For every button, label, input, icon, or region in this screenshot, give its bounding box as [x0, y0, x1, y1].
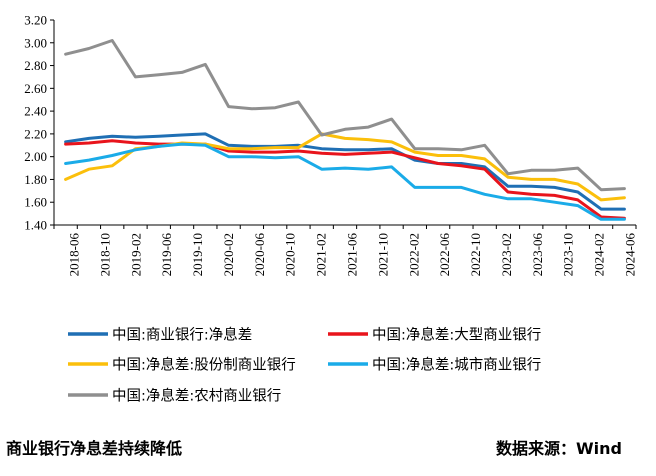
y-tick-label: 3.20: [24, 13, 47, 28]
y-tick-label: 2.80: [24, 58, 47, 73]
x-tick-label: 2020-06: [252, 233, 267, 277]
series-line-2: [64, 139, 626, 220]
x-tick-label: 2018-06: [67, 233, 82, 277]
x-tick-label: 2022-10: [468, 233, 483, 276]
y-axis: 1.40 1.60 1.80 2.00 2.20 2.40 2.60 2.80 3.00 3.20: [24, 13, 55, 233]
y-tick-label: 3.00: [24, 35, 47, 50]
legend-label: 中国:商业银行:净息差: [112, 327, 252, 344]
series-layer: [64, 39, 626, 221]
x-tick-label: 2023-10: [561, 233, 576, 276]
y-tick-label: 2.60: [24, 81, 47, 96]
x-tick-label: 2023-06: [530, 233, 545, 277]
y-tick-label: 2.20: [24, 126, 47, 141]
x-tick-label: 2018-10: [97, 233, 112, 276]
x-tick-label: 2019-06: [159, 233, 174, 277]
x-tick-label: 2022-06: [437, 233, 452, 277]
x-axis: 2018-06 2018-10 2019-02 2019-06 2019-10 2020-…: [53, 224, 638, 277]
data-source: 数据来源：Wind: [496, 439, 622, 458]
x-tick-label: 2022-02: [406, 233, 421, 276]
x-tick-label: 2019-02: [128, 233, 143, 276]
footer: 商业银行净息差持续降低 数据来源：Wind: [0, 430, 656, 476]
x-tick-label: 2024-06: [623, 233, 638, 277]
x-tick-label: 2020-10: [283, 233, 298, 276]
series-line-4: [64, 142, 626, 221]
x-tick-label: 2024-02: [592, 233, 607, 276]
series-line-1: [64, 132, 626, 211]
x-tick-label: 2023-02: [499, 233, 514, 276]
y-tick-label: 2.40: [24, 104, 47, 119]
series-line-5: [64, 39, 626, 192]
y-tick-label: 2.00: [24, 149, 47, 164]
legend-label: 中国:净息差:农村商业银行: [112, 388, 281, 405]
legend-label: 中国:净息差:股份制商业银行: [112, 357, 296, 374]
y-tick-label: 1.80: [24, 172, 47, 187]
x-tick-label: 2019-10: [190, 233, 205, 276]
chart-caption: 商业银行净息差持续降低: [6, 439, 183, 458]
y-tick-label: 1.60: [24, 195, 47, 210]
x-tick-label: 2021-10: [375, 233, 390, 276]
x-tick-label: 2020-02: [221, 233, 236, 276]
legend-label: 中国:净息差:城市商业银行: [372, 357, 541, 374]
y-tick-label: 1.40: [24, 218, 47, 233]
x-tick-label: 2021-02: [314, 233, 329, 276]
x-tick-label: 2021-06: [345, 233, 360, 277]
legend-label: 中国:净息差:大型商业银行: [372, 327, 541, 344]
